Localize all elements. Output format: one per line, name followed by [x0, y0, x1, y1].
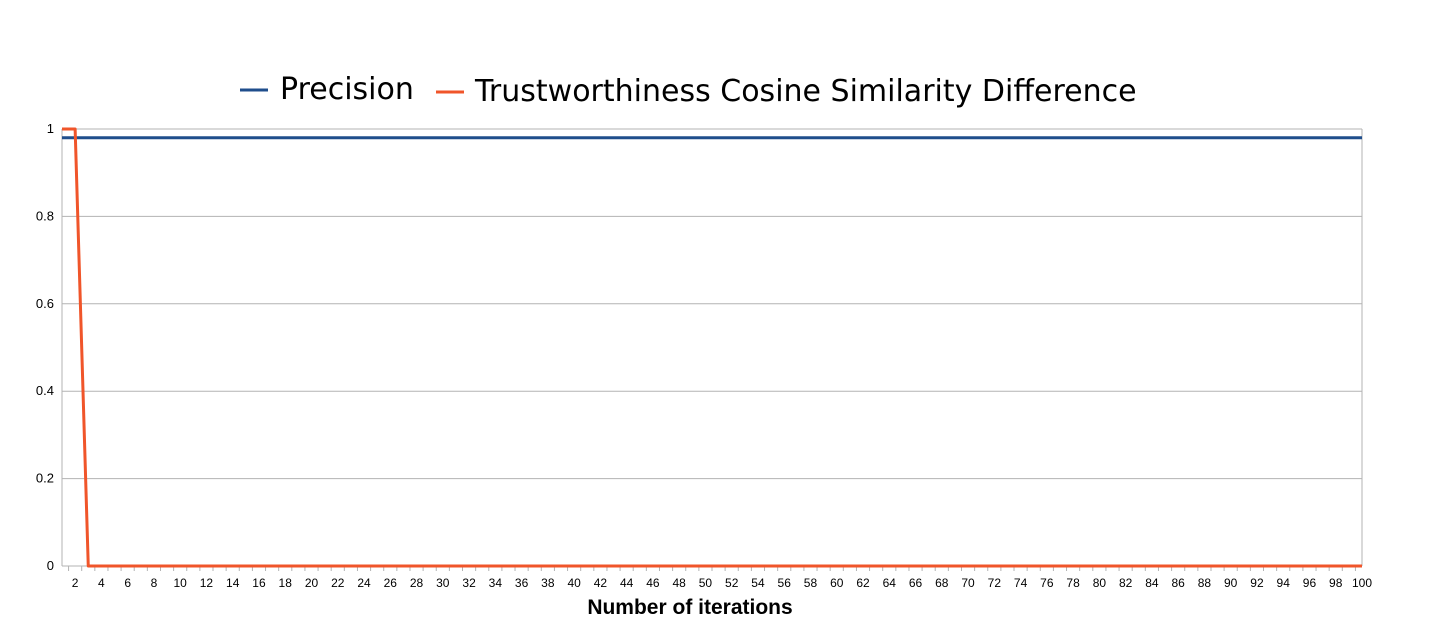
x-tick-label: 40: [567, 576, 581, 590]
y-tick-label: 0.8: [36, 208, 54, 223]
x-tick-label: 24: [357, 576, 371, 590]
x-axis-ticks: 2 4 6 8 10 12 14 16 18 20 22 24 26 28 30 32 34 36 38 40 42 44…: [68, 566, 1372, 590]
x-tick-label: 78: [1066, 576, 1080, 590]
x-tick-label: 16: [252, 576, 266, 590]
x-tick-label: 58: [804, 576, 818, 590]
x-tick-label: 54: [751, 576, 765, 590]
y-tick-label: 0.6: [36, 296, 54, 311]
x-tick-label: 38: [541, 576, 555, 590]
y-axis-ticks: 0 0.2 0.4 0.6 0.8 1: [36, 121, 54, 573]
x-tick-label: 76: [1040, 576, 1054, 590]
x-tick-label: 42: [594, 576, 608, 590]
x-tick-label: 46: [646, 576, 660, 590]
x-tick-label: 52: [725, 576, 739, 590]
gridlines: [61, 128, 1363, 567]
x-tick-label: 60: [830, 576, 844, 590]
x-tick-label: 44: [620, 576, 634, 590]
x-tick-label: 30: [436, 576, 450, 590]
x-tick-label: 82: [1119, 576, 1133, 590]
x-tick-label: 32: [462, 576, 476, 590]
x-tick-label: 12: [200, 576, 214, 590]
x-tick-label: 26: [384, 576, 398, 590]
x-tick-label: 8: [151, 576, 158, 590]
x-tick-label: 48: [672, 576, 686, 590]
x-axis-label: Number of iterations: [587, 596, 792, 619]
y-tick-label: 0: [47, 558, 54, 573]
x-tick-label: 86: [1171, 576, 1185, 590]
x-tick-label: 100: [1352, 576, 1372, 590]
x-tick-label: 22: [331, 576, 345, 590]
x-tick-label: 64: [883, 576, 897, 590]
x-tick-label: 2: [72, 576, 79, 590]
x-tick-label: 20: [305, 576, 319, 590]
x-tick-label: 90: [1224, 576, 1238, 590]
x-tick-label: 94: [1277, 576, 1291, 590]
x-tick-label: 36: [515, 576, 529, 590]
x-tick-label: 72: [988, 576, 1002, 590]
x-tick-label: 80: [1093, 576, 1107, 590]
x-tick-label: 56: [778, 576, 792, 590]
x-tick-label: 96: [1303, 576, 1317, 590]
legend-entry-precision: Precision: [240, 72, 414, 107]
x-tick-label: 70: [961, 576, 975, 590]
x-tick-label: 6: [124, 576, 131, 590]
x-tick-label: 62: [856, 576, 870, 590]
x-tick-label: 14: [226, 576, 240, 590]
x-tick-label: 4: [98, 576, 105, 590]
x-tick-label: 50: [699, 576, 713, 590]
x-tick-label: 18: [279, 576, 293, 590]
x-tick-label: 34: [489, 576, 503, 590]
x-tick-label: 74: [1014, 576, 1028, 590]
x-tick-label: 68: [935, 576, 949, 590]
y-tick-label: 0.4: [36, 383, 54, 398]
y-tick-label: 0.2: [36, 471, 54, 486]
legend-label-trustworthiness: Trustworthiness Cosine Similarity Differ…: [474, 74, 1137, 109]
series-line-trustworthiness: [62, 127, 1362, 568]
x-tick-label: 66: [909, 576, 923, 590]
x-tick-label: 10: [174, 576, 188, 590]
x-tick-label: 28: [410, 576, 424, 590]
x-tick-label: 98: [1329, 576, 1343, 590]
legend-label-precision: Precision: [280, 72, 414, 107]
legend: Precision Trustworthiness Cosine Similar…: [240, 72, 1137, 109]
series-lines: [62, 127, 1362, 568]
x-tick-label: 88: [1198, 576, 1212, 590]
legend-entry-trustworthiness: Trustworthiness Cosine Similarity Differ…: [436, 74, 1137, 109]
x-tick-label: 84: [1145, 576, 1159, 590]
y-tick-label: 1: [47, 121, 54, 136]
x-tick-label: 92: [1250, 576, 1264, 590]
